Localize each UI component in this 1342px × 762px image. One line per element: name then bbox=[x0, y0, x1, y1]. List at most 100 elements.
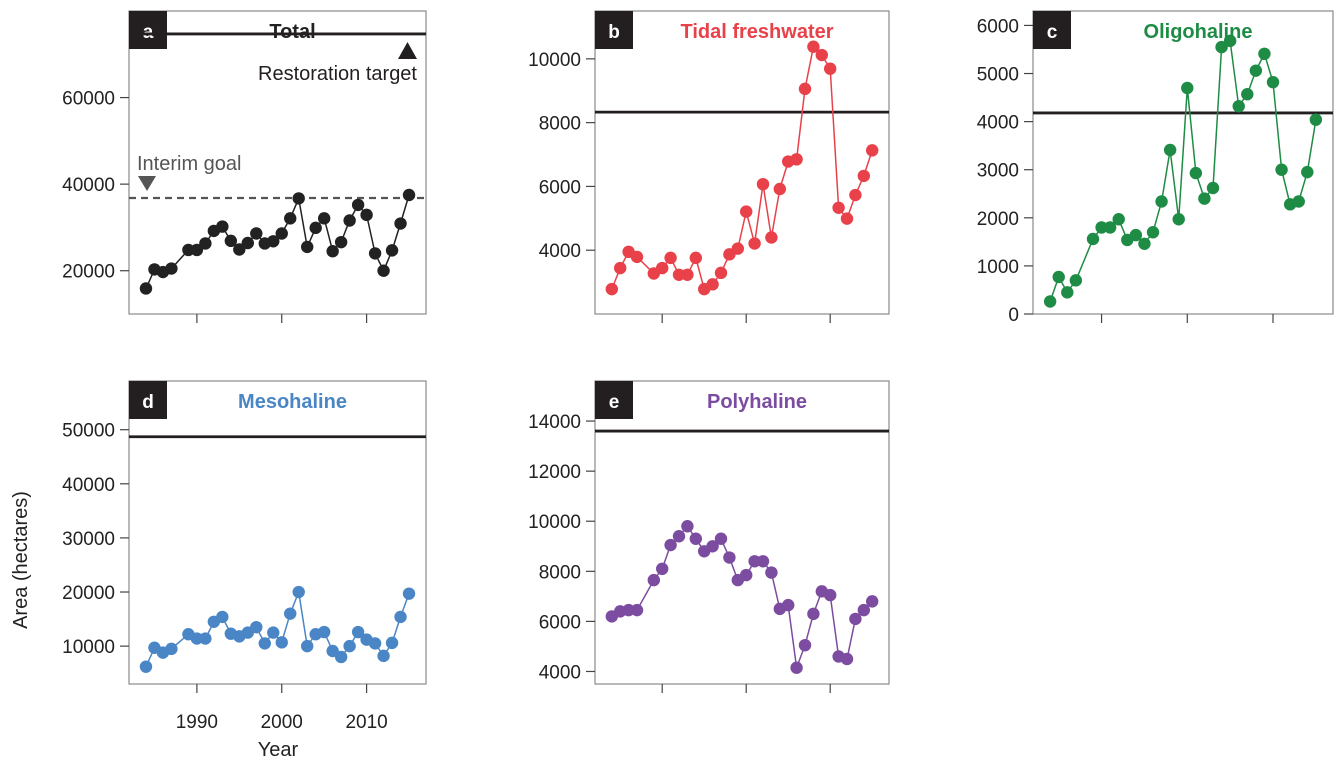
panel-e: e Polyhaline 4000 6000 8000 10000 12000 14000 bbox=[528, 380, 890, 693]
data-point bbox=[1155, 195, 1168, 208]
x-tick-label: 2010 bbox=[345, 712, 387, 733]
data-point bbox=[681, 520, 694, 533]
data-point bbox=[756, 555, 770, 568]
data-point bbox=[216, 220, 229, 233]
data-point bbox=[647, 573, 660, 587]
data-point bbox=[840, 652, 854, 666]
data-point bbox=[360, 208, 373, 222]
data-point bbox=[258, 637, 271, 650]
data-point bbox=[343, 639, 356, 653]
data-point bbox=[630, 603, 644, 617]
y-tick-label: 2000 bbox=[977, 209, 1019, 230]
data-point bbox=[1206, 181, 1220, 195]
data-point bbox=[1112, 213, 1125, 226]
data-point bbox=[630, 250, 644, 264]
data-point bbox=[807, 40, 820, 53]
data-point bbox=[790, 661, 803, 674]
y-tick-label: 12000 bbox=[528, 462, 581, 483]
panel-letter: e bbox=[609, 392, 620, 413]
data-point bbox=[723, 551, 736, 564]
y-tick-label: 5000 bbox=[977, 65, 1019, 86]
data-point bbox=[1223, 34, 1237, 48]
data-point bbox=[1138, 237, 1151, 250]
data-point bbox=[267, 626, 280, 639]
data-point bbox=[1061, 286, 1074, 299]
data-point bbox=[139, 660, 153, 673]
data-point bbox=[815, 48, 828, 62]
panel-title: Mesohaline bbox=[238, 391, 347, 413]
data-point bbox=[1181, 81, 1194, 95]
data-point bbox=[840, 212, 854, 225]
data-point bbox=[301, 639, 314, 653]
data-point bbox=[224, 234, 238, 248]
data-point bbox=[798, 638, 812, 652]
panel-frame bbox=[128, 380, 427, 685]
data-point bbox=[368, 637, 382, 650]
data-point bbox=[199, 237, 212, 250]
y-tick-label: 10000 bbox=[528, 512, 581, 533]
data-point bbox=[731, 242, 744, 255]
data-point bbox=[275, 227, 288, 240]
y-tick-label: 3000 bbox=[977, 161, 1019, 182]
data-point bbox=[368, 247, 382, 260]
y-tick-label: 0 bbox=[1008, 305, 1019, 326]
data-point bbox=[824, 62, 837, 75]
y-tick-label: 40000 bbox=[62, 475, 115, 496]
y-tick-label: 40000 bbox=[62, 175, 115, 196]
y-tick-label: 8000 bbox=[539, 114, 581, 135]
data-point bbox=[1215, 40, 1228, 54]
panel-frame bbox=[594, 10, 890, 315]
data-point bbox=[385, 636, 399, 650]
data-point bbox=[241, 236, 254, 250]
panel-letter: a bbox=[143, 22, 154, 43]
data-point bbox=[1309, 113, 1323, 126]
x-tick-label: 1990 bbox=[176, 712, 218, 733]
y-tick-label: 20000 bbox=[62, 583, 115, 604]
data-point bbox=[292, 585, 305, 599]
data-point bbox=[1069, 274, 1083, 287]
panel-letter-badge bbox=[595, 381, 633, 419]
data-point bbox=[284, 212, 297, 225]
x-axis-title: Year bbox=[258, 739, 299, 761]
data-point bbox=[334, 650, 348, 664]
data-point bbox=[1266, 75, 1280, 89]
interim-goal-triangle-marker bbox=[138, 175, 156, 191]
data-point bbox=[1241, 88, 1254, 101]
data-point bbox=[748, 237, 761, 250]
data-point bbox=[334, 235, 348, 249]
panel-letter: d bbox=[142, 392, 154, 413]
data-point bbox=[614, 261, 627, 275]
data-point bbox=[740, 205, 753, 218]
data-point bbox=[866, 144, 879, 157]
data-point bbox=[765, 566, 778, 579]
data-point bbox=[250, 620, 263, 634]
data-point bbox=[1095, 221, 1108, 234]
data-point bbox=[351, 198, 365, 212]
panel-title: Total bbox=[269, 21, 315, 43]
y-tick-label: 30000 bbox=[62, 529, 115, 550]
x-tick-label: 2000 bbox=[261, 712, 303, 733]
data-point bbox=[1163, 143, 1177, 157]
panel-letter-badge bbox=[129, 381, 167, 419]
data-point bbox=[250, 227, 263, 240]
data-point bbox=[1232, 100, 1245, 113]
data-point bbox=[1258, 47, 1271, 61]
data-point bbox=[798, 82, 812, 96]
y-tick-label: 4000 bbox=[977, 113, 1019, 134]
data-point bbox=[656, 261, 669, 275]
data-point bbox=[394, 610, 407, 624]
data-point bbox=[1249, 64, 1263, 77]
data-point bbox=[1103, 221, 1117, 234]
data-point bbox=[1146, 226, 1160, 239]
panel-letter: c bbox=[1047, 22, 1058, 43]
panel-letter-badge bbox=[129, 11, 167, 49]
data-point bbox=[182, 243, 195, 257]
y-tick-label: 4000 bbox=[539, 662, 581, 683]
data-point bbox=[351, 625, 365, 639]
panel-title: Polyhaline bbox=[707, 391, 807, 413]
data-point bbox=[1052, 270, 1065, 284]
data-point bbox=[807, 607, 820, 621]
panel-frame bbox=[1032, 10, 1334, 315]
